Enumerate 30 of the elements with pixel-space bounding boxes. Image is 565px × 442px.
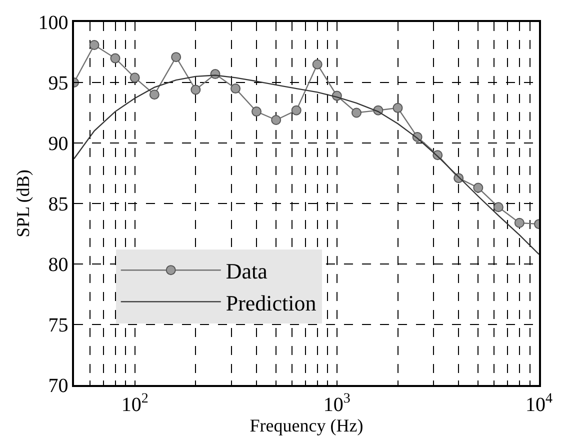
- y-tick-label: 75: [48, 314, 68, 336]
- point: [110, 53, 120, 64]
- y-tick-label: 70: [48, 375, 68, 397]
- point: [190, 84, 201, 95]
- y-tick-label: 90: [48, 133, 68, 155]
- x-tick-label: 10$^{2}$: [121, 391, 148, 416]
- x-tick-label: 10$^{4}$: [526, 391, 552, 416]
- point: [149, 90, 160, 100]
- point: [171, 52, 182, 62]
- point: [130, 72, 140, 83]
- y-axis-title: SPL (dB): [12, 170, 33, 238]
- point: [392, 102, 403, 113]
- point: [312, 59, 322, 70]
- y-tick-label: 85: [48, 194, 68, 216]
- y-tick-label: 80: [48, 254, 68, 276]
- point: [473, 182, 484, 193]
- legend-label: Prediction: [226, 290, 316, 316]
- x-axis-title: Frequency (Hz): [250, 416, 364, 436]
- point: [89, 40, 100, 50]
- y-tick-label: 95: [48, 72, 68, 94]
- x-tick-label: 10$^{3}$: [323, 391, 350, 416]
- point: [230, 84, 241, 94]
- point: [271, 115, 282, 126]
- point: [493, 202, 504, 212]
- point: [252, 106, 262, 117]
- legend-label: Data: [226, 258, 268, 284]
- point: [352, 108, 362, 118]
- point: [514, 218, 524, 228]
- point: [291, 105, 302, 116]
- y-tick-label: 100: [38, 12, 68, 34]
